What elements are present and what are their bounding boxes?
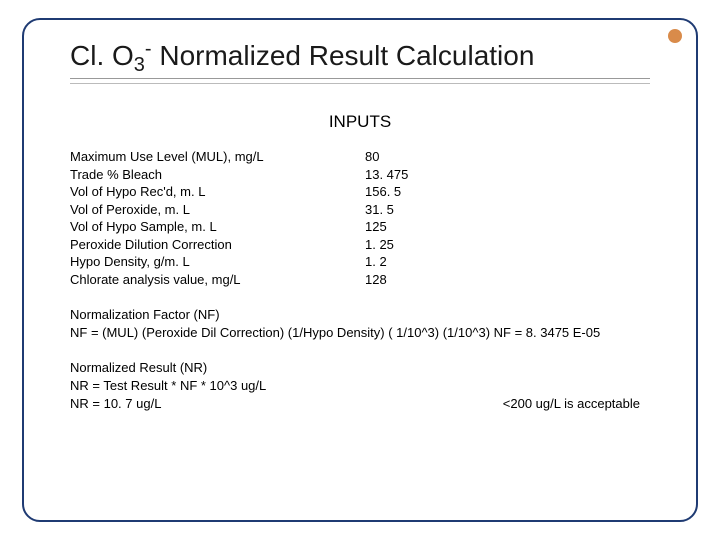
nf-formula: NF = (MUL) (Peroxide Dil Correction) (1/… [70,324,650,342]
nf-heading: Normalization Factor (NF) [70,306,650,324]
input-label: Vol of Peroxide, m. L [70,201,365,219]
input-value: 156. 5 [365,183,408,201]
input-label: Maximum Use Level (MUL), mg/L [70,148,365,166]
nr-heading: Normalized Result (NR) [70,359,650,377]
input-value: 80 [365,148,408,166]
inputs-heading: INPUTS [70,112,650,132]
nr-result-row: NR = 10. 7 ug/L <200 ug/L is acceptable [70,395,650,413]
title-rest: Normalized Result Calculation [152,40,535,71]
input-label: Hypo Density, g/m. L [70,253,365,271]
corner-accent [668,29,682,43]
input-value: 1. 2 [365,253,408,271]
title-superscript: - [145,38,152,60]
nr-line2: NR = 10. 7 ug/L [70,395,161,413]
inputs-labels-column: Maximum Use Level (MUL), mg/L Trade % Bl… [70,148,365,288]
input-label: Vol of Hypo Sample, m. L [70,218,365,236]
title-subscript: 3 [134,54,145,76]
input-label: Trade % Bleach [70,166,365,184]
input-label: Peroxide Dilution Correction [70,236,365,254]
input-value: 125 [365,218,408,236]
input-value: 31. 5 [365,201,408,219]
input-value: 128 [365,271,408,289]
input-label: Chlorate analysis value, mg/L [70,271,365,289]
input-value: 13. 475 [365,166,408,184]
title-prefix: Cl. O [70,40,134,71]
title-underline [70,83,650,84]
nr-block: Normalized Result (NR) NR = Test Result … [70,359,650,412]
inputs-values-column: 80 13. 475 156. 5 31. 5 125 1. 25 1. 2 1… [365,148,408,288]
input-value: 1. 25 [365,236,408,254]
inputs-table: Maximum Use Level (MUL), mg/L Trade % Bl… [70,148,650,288]
slide-title: Cl. O3- Normalized Result Calculation [70,40,650,79]
nr-acceptable: <200 ug/L is acceptable [503,395,650,413]
slide-content: Cl. O3- Normalized Result Calculation IN… [70,40,650,430]
nf-block: Normalization Factor (NF) NF = (MUL) (Pe… [70,306,650,341]
nr-line1: NR = Test Result * NF * 10^3 ug/L [70,377,650,395]
input-label: Vol of Hypo Rec'd, m. L [70,183,365,201]
